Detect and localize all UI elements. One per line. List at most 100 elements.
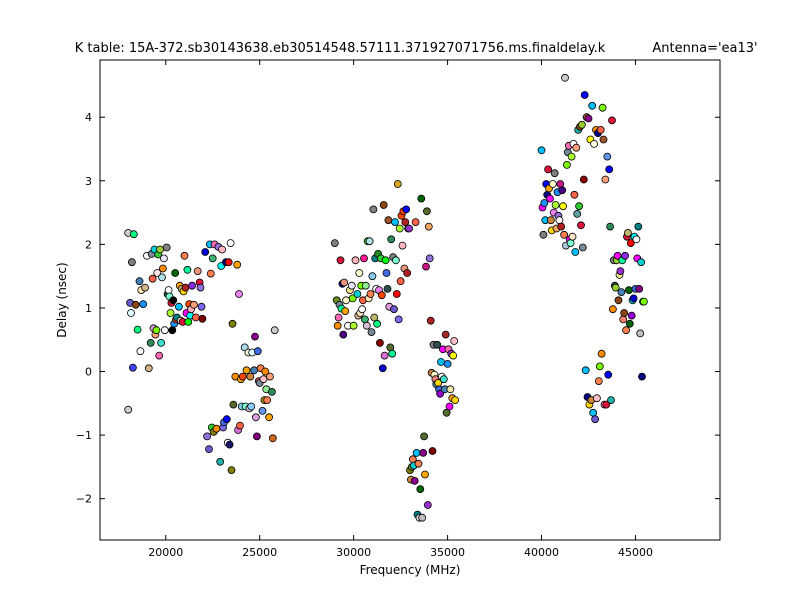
data-point: [544, 165, 552, 174]
data-point: [157, 338, 166, 347]
data-point: [416, 485, 425, 494]
data-point: [547, 216, 555, 225]
data-point: [158, 273, 166, 282]
data-point: [602, 400, 611, 409]
data-point: [135, 277, 144, 286]
data-point: [567, 152, 576, 161]
data-point: [368, 272, 377, 281]
data-point: [605, 165, 614, 174]
x-axis-label: Frequency (MHz): [360, 563, 461, 577]
data-point: [252, 432, 261, 441]
data-point: [388, 349, 397, 358]
data-point: [624, 228, 632, 237]
data-point: [572, 143, 581, 152]
data-point: [366, 290, 375, 298]
data-point: [383, 284, 392, 293]
data-point: [411, 218, 420, 227]
data-point: [442, 408, 451, 417]
data-point: [158, 264, 167, 273]
data-point: [349, 321, 358, 330]
data-point: [608, 116, 616, 125]
data-point: [197, 302, 206, 311]
data-point: [129, 230, 138, 239]
data-point: [370, 313, 379, 322]
data-point: [555, 216, 564, 225]
data-point: [216, 457, 225, 466]
data-point: [193, 267, 202, 276]
data-point: [375, 338, 384, 347]
data-point: [353, 290, 362, 298]
data-point: [141, 283, 150, 292]
data-point: [233, 260, 242, 269]
data-point: [382, 269, 391, 277]
data-point: [206, 269, 215, 278]
data-point: [439, 375, 448, 384]
data-point: [369, 205, 378, 214]
data-point: [191, 313, 200, 322]
data-point: [162, 243, 171, 252]
data-point: [584, 114, 593, 123]
data-point: [334, 313, 343, 322]
data-point: [166, 309, 175, 317]
data-point: [449, 351, 458, 360]
data-point: [606, 222, 614, 231]
data-point: [561, 73, 569, 82]
data-point: [174, 302, 183, 311]
data-point: [340, 278, 349, 287]
data-point: [208, 254, 217, 263]
data-point: [367, 328, 376, 337]
data-point: [626, 239, 635, 248]
data-point: [139, 300, 148, 309]
data-point: [384, 216, 393, 225]
data-point: [425, 254, 434, 263]
data-point: [155, 351, 164, 360]
data-point: [351, 256, 360, 265]
x-axis: 20000 25000 30000 35000 40000 45000: [148, 60, 653, 559]
data-point: [229, 400, 238, 409]
data-point: [238, 372, 247, 381]
data-point: [341, 307, 350, 316]
data-point: [577, 221, 585, 230]
data-point: [196, 283, 205, 292]
data-point: [168, 326, 177, 335]
data-point: [395, 224, 404, 233]
data-point: [390, 305, 398, 314]
chart-title: K table: 15A-372.sb30143638.eb30514548.5…: [75, 41, 606, 56]
data-point: [360, 254, 368, 263]
data-point: [236, 421, 244, 430]
data-point: [253, 347, 262, 356]
data-point: [225, 440, 234, 449]
data-point: [609, 305, 617, 314]
data-point: [598, 103, 607, 112]
data-point: [551, 201, 560, 209]
data-point: [261, 367, 270, 376]
data-point: [398, 241, 407, 250]
data-point: [558, 186, 567, 195]
data-point: [620, 309, 629, 317]
data-point: [437, 358, 445, 366]
data-point: [537, 146, 546, 155]
data-point: [205, 445, 213, 454]
y-tick-label: 0: [85, 366, 92, 379]
data-point: [124, 405, 133, 414]
data-point: [246, 372, 255, 381]
data-point: [394, 315, 403, 324]
data-point: [581, 366, 590, 375]
x-tick-label: 35000: [430, 546, 465, 559]
y-tick-label: 3: [85, 175, 92, 188]
y-tick-label: −2: [76, 493, 92, 506]
data-point: [403, 269, 412, 277]
data-point: [396, 277, 405, 286]
data-point: [566, 239, 575, 248]
data-point: [365, 237, 374, 246]
data-point: [405, 224, 414, 233]
data-point: [420, 432, 429, 441]
data-point: [258, 406, 267, 415]
data-point: [604, 370, 613, 379]
data-point: [392, 290, 401, 298]
data-point: [342, 296, 351, 305]
data-point: [181, 283, 190, 292]
data-point: [571, 248, 580, 256]
data-point: [247, 402, 256, 411]
